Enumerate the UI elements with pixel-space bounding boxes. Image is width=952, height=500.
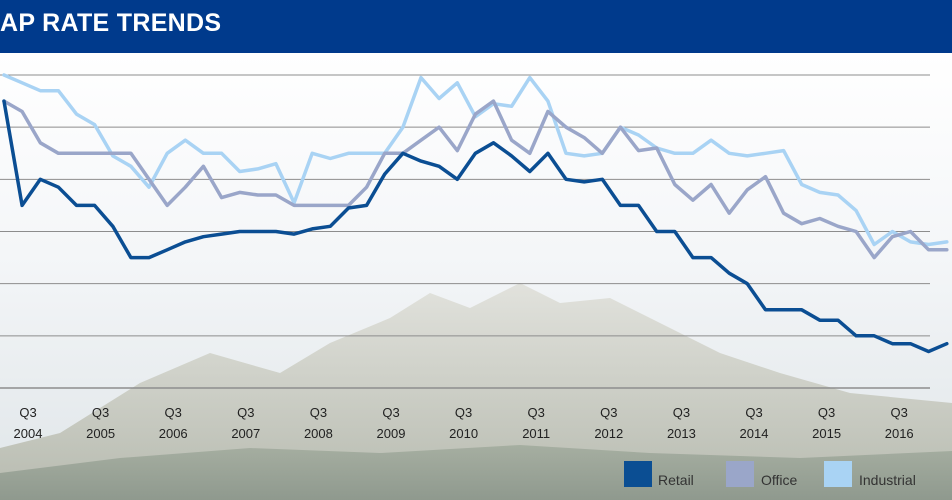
x-tick-year: 2007 [231,426,260,441]
legend-item-retail: Retail [624,461,694,488]
x-tick-year: 2015 [812,426,841,441]
x-tick-quarter: Q3 [382,405,399,420]
series-lines [2,73,949,354]
legend-swatch-office [726,461,754,487]
x-tick-quarter: Q3 [528,405,545,420]
legend-item-office: Office [726,461,798,488]
x-tick-year: 2012 [594,426,623,441]
legend-swatch-industrial [824,461,852,487]
x-axis-ticks: Q3 2004 Q3 2005 Q3 2006 Q3 2007 Q3 2008 Q3 2009 Q3 20… [14,405,914,441]
background-trees [0,445,952,500]
x-tick-year: 2004 [14,426,43,441]
legend-label-retail: Retail [658,472,694,488]
x-tick-quarter: Q3 [455,405,472,420]
x-tick-quarter: Q3 [600,405,617,420]
chart-area: Q3 2004 Q3 2005 Q3 2006 Q3 2007 Q3 2008 Q3 2009 Q3 20… [0,53,952,500]
legend-swatch-retail [624,461,652,487]
chart-title: AP RATE TRENDS [0,9,222,37]
x-tick-quarter: Q3 [673,405,690,420]
series-line-office [2,99,949,260]
x-tick-year: 2013 [667,426,696,441]
background-mountains [0,283,952,500]
x-tick-year: 2006 [159,426,188,441]
x-tick-year: 2011 [522,426,550,441]
x-tick-quarter: Q3 [19,405,36,420]
legend-item-industrial: Industrial [824,461,916,488]
legend: Retail Office Industrial [624,461,916,488]
series-line-retail [2,99,949,354]
legend-label-industrial: Industrial [859,472,916,488]
legend-label-office: Office [761,472,798,488]
x-tick-year: 2008 [304,426,333,441]
x-tick-quarter: Q3 [92,405,109,420]
x-tick-quarter: Q3 [891,405,908,420]
x-tick-year: 2009 [377,426,406,441]
x-tick-year: 2014 [740,426,769,441]
x-tick-year: 2016 [885,426,914,441]
x-tick-quarter: Q3 [165,405,182,420]
x-tick-quarter: Q3 [310,405,327,420]
x-tick-quarter: Q3 [745,405,762,420]
header-bar: AP RATE TRENDS [0,0,952,53]
x-tick-quarter: Q3 [818,405,835,420]
x-tick-year: 2010 [449,426,478,441]
x-tick-year: 2005 [86,426,115,441]
x-tick-quarter: Q3 [237,405,254,420]
